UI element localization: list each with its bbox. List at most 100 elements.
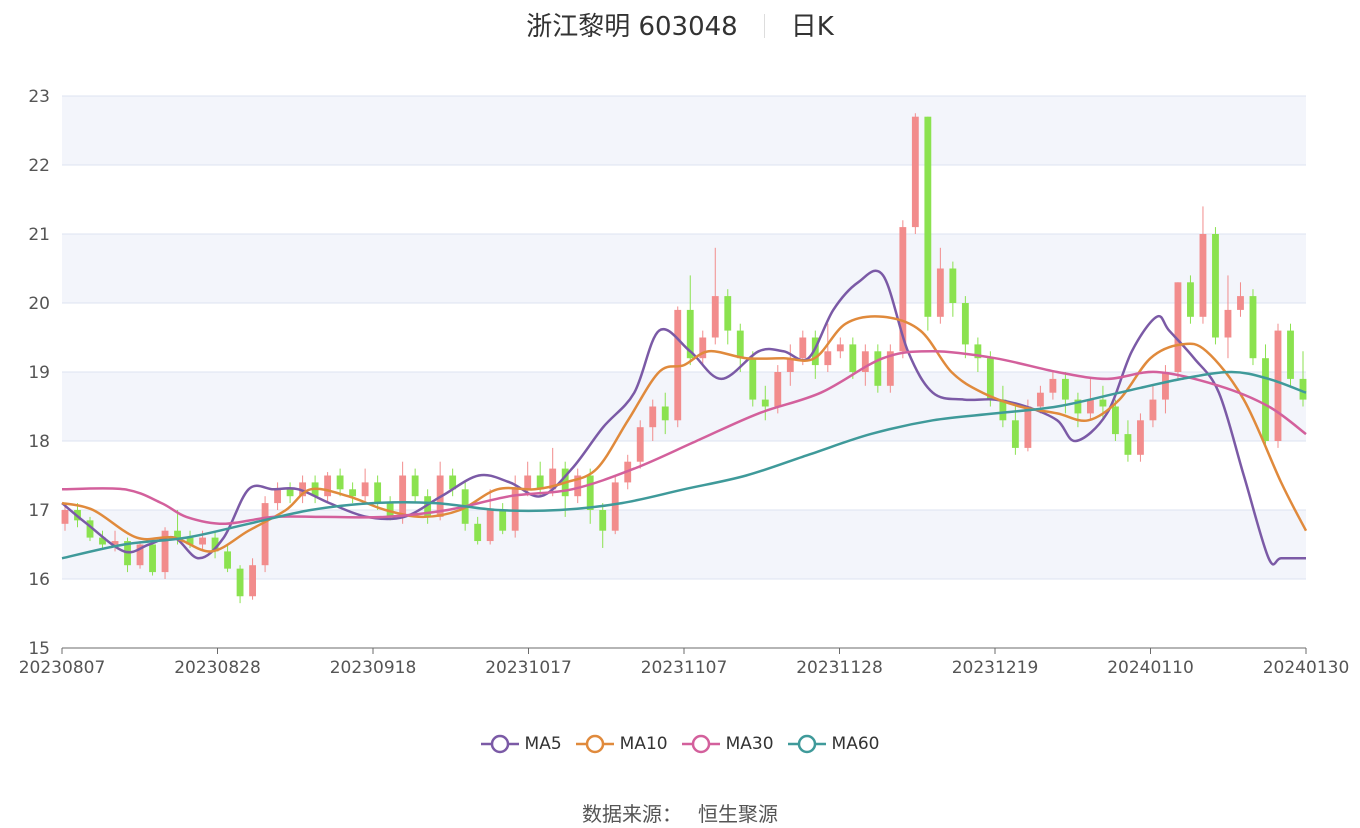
candle-body (1011, 420, 1019, 448)
x-tick-label: 20231219 (952, 658, 1039, 678)
candle-body (524, 475, 532, 490)
candle-body (474, 523, 482, 542)
candle-body (1099, 399, 1107, 407)
legend-item-ma5[interactable]: MA5 (480, 734, 562, 754)
legend-swatch-icon (480, 734, 519, 754)
candle-body (1086, 399, 1094, 414)
candle-body (924, 116, 932, 317)
candle-body (411, 475, 419, 497)
grid-band (62, 234, 1306, 303)
candle-body (1262, 358, 1269, 441)
chart-title: 浙江黎明 603048 日K (0, 6, 1360, 46)
candle-body (1124, 434, 1132, 455)
legend-label: MA5 (524, 734, 562, 754)
candle-body (274, 489, 282, 504)
candle-body (224, 551, 231, 569)
candle-body (211, 537, 219, 552)
candle-body (449, 475, 457, 490)
candle-body (1112, 406, 1119, 435)
candle-body (424, 496, 432, 517)
x-tick-label: 20230828 (174, 658, 261, 678)
candle-body (1074, 399, 1082, 414)
period-label[interactable]: 日K (790, 12, 834, 42)
candle-body (724, 296, 732, 331)
grid-band (62, 510, 1306, 579)
legend-item-ma30[interactable]: MA30 (681, 734, 774, 754)
candle-body (1187, 282, 1194, 317)
grid-band (62, 372, 1306, 441)
candlestick-chart: 15 16 17 18 19 20 21 22 23 20230807 20230828 202309… (19, 87, 1350, 678)
candle-body (661, 406, 669, 421)
candle-body (1249, 296, 1257, 359)
candle-body (749, 358, 757, 400)
candle-body (574, 475, 582, 497)
candle-body (686, 309, 694, 359)
candle-body (1149, 399, 1157, 421)
candle-body (974, 344, 982, 359)
candle-body (136, 544, 144, 566)
candle-body (599, 510, 607, 531)
source-label: 数据来源： (582, 802, 682, 826)
y-tick-label: 23 (28, 87, 50, 107)
x-tick-label: 20230807 (19, 658, 106, 678)
candle-body (99, 537, 106, 545)
y-tick-label: 21 (28, 225, 50, 245)
candle-body (1049, 378, 1057, 393)
candle-body (261, 503, 269, 566)
legend: MA5 MA10 MA30 MA60 (0, 734, 1360, 759)
candle-body (961, 303, 969, 345)
candle-body (949, 268, 957, 303)
candle-body (374, 482, 382, 504)
x-tick-label: 20230918 (330, 658, 417, 678)
candle-body (536, 475, 544, 490)
stock-title: 浙江黎明 603048 (526, 12, 738, 42)
candle-body (811, 337, 819, 366)
y-tick-label: 18 (28, 432, 50, 452)
candle-body (186, 537, 194, 545)
candle-body (236, 568, 244, 597)
title-separator (763, 14, 765, 38)
candle-body (636, 427, 644, 462)
candle-body (161, 530, 169, 573)
candle-body (736, 330, 744, 359)
candle-body (836, 344, 844, 352)
legend-swatch-icon (681, 734, 720, 754)
x-tick-label: 20240110 (1107, 658, 1194, 678)
candle-body (1274, 330, 1282, 441)
candle-body (174, 530, 181, 538)
candle-body (611, 482, 619, 531)
candle-body (699, 337, 707, 359)
y-tick-label: 16 (28, 570, 50, 590)
candle-body (1061, 378, 1069, 400)
legend-item-ma60[interactable]: MA60 (787, 734, 879, 754)
candle-body (1299, 378, 1307, 400)
legend-item-ma10[interactable]: MA10 (575, 734, 668, 754)
y-tick-label: 20 (28, 294, 50, 314)
candle-body (999, 399, 1007, 421)
candle-body (886, 351, 894, 386)
candle-body (824, 351, 832, 366)
candle-body (861, 351, 869, 372)
candle-body (786, 358, 794, 372)
candle-body (286, 489, 294, 497)
legend-swatch-icon (575, 734, 614, 754)
legend-swatch-icon (787, 734, 826, 754)
x-tick-label: 20231107 (641, 658, 728, 678)
candle-body (849, 344, 857, 372)
candle-body (986, 358, 994, 400)
ma-line-ma60 (61, 370, 1307, 560)
candle-body (1212, 234, 1219, 338)
candle-body (486, 510, 494, 542)
y-tick-label: 19 (28, 363, 50, 383)
candle-body (361, 482, 369, 497)
candle-body (549, 468, 557, 490)
legend-label: MA30 (725, 734, 774, 754)
candle-body (899, 227, 907, 352)
candle-body (1036, 392, 1044, 407)
x-tick-label: 20231017 (485, 658, 572, 678)
candle-body (299, 482, 307, 497)
x-tick-label: 20231128 (796, 658, 883, 678)
y-tick-label: 17 (28, 501, 50, 521)
candle-body (399, 475, 407, 517)
legend-label: MA10 (619, 734, 668, 754)
